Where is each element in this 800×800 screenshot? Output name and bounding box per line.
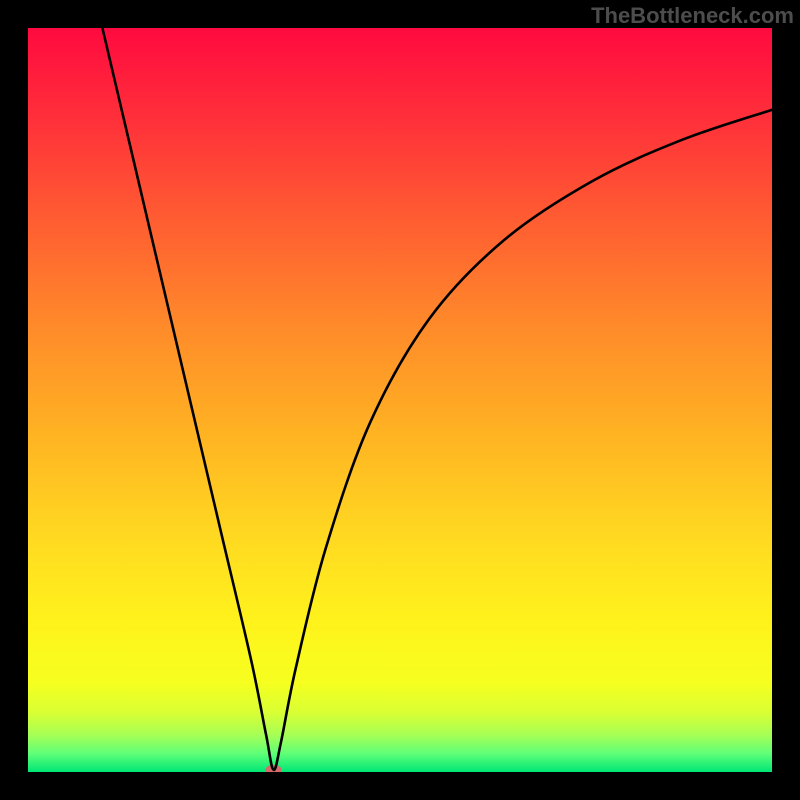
plot-area (28, 28, 772, 772)
chart-container: { "watermark": "TheBottleneck.com", "cha… (0, 0, 800, 800)
watermark-text: TheBottleneck.com (591, 3, 794, 29)
gradient-background (28, 28, 772, 772)
chart-svg (28, 28, 772, 772)
